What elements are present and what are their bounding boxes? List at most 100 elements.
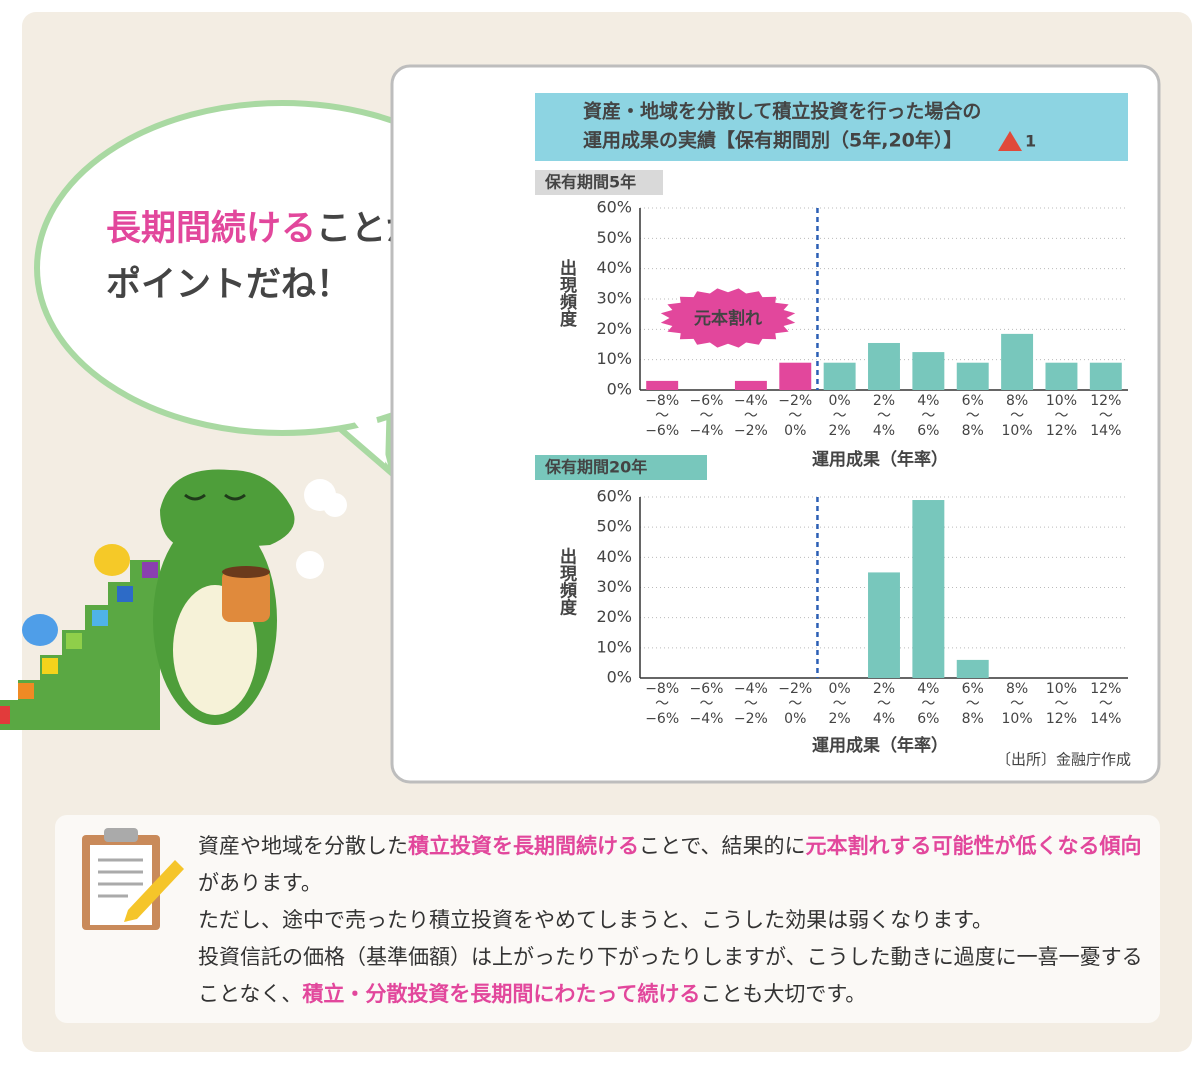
x-tick-label-box: −6% 〜 −4% — [689, 682, 724, 727]
x-tick-label: 2% 〜 4% — [872, 682, 896, 727]
y-tick-label: 30% — [596, 577, 632, 596]
x-tick-label-box: −8% 〜 −6% — [645, 394, 680, 439]
x-tick-label: −4% 〜 −2% — [733, 394, 768, 439]
x-tick-label-box: 6% 〜 8% — [961, 394, 984, 439]
x-tick-label: 6% 〜 8% — [961, 394, 984, 439]
x-tick-label-box: 8% 〜 10% — [1001, 682, 1033, 727]
clipboard-icon — [82, 828, 184, 930]
note-text: 投資信託の価格（基準価額）は上がったり下がったりしますが、こうした動きに過度に一… — [198, 945, 1143, 1006]
annotation: 元本割れ — [694, 308, 762, 329]
note-text: ことも大切です。 — [700, 982, 867, 1006]
x-tick-label: 12% 〜 14% — [1090, 682, 1122, 727]
y-tick-label: 50% — [596, 228, 632, 247]
speech-line: 長期間続けることが — [106, 209, 421, 249]
x-tick-label-box: −8% 〜 −6% — [645, 682, 679, 727]
x-tick-label-box: 10% 〜 12% — [1045, 682, 1078, 727]
note-text: 元本割れする可能性が低くなる傾向 — [805, 834, 1142, 858]
x-tick-label: −2% 〜 0% — [778, 394, 813, 439]
note-text: があります。 — [198, 871, 322, 895]
y-tick-label: 40% — [596, 547, 632, 566]
note-paragraph: 資産や地域を分散した積立投資を長期間続けることで、結果的に元本割れする可能性が低… — [198, 828, 1143, 902]
x-tick-label: −2% 〜 0% — [778, 682, 813, 727]
x-tick-label-box: 4% 〜 6% — [917, 682, 939, 727]
y-axis-label: 出現頻度 — [556, 546, 578, 616]
y-tick-label: 20% — [596, 319, 632, 338]
warning-icon — [998, 131, 1022, 151]
bar — [1089, 362, 1122, 390]
note: 資産や地域を分散した積立投資を長期間続けることで、結果的に元本割れする可能性が低… — [198, 828, 1143, 1013]
source: 〔出所〕金融庁作成 — [996, 751, 1131, 769]
x-tick-label-box: 8% 〜 10% — [1001, 394, 1033, 439]
y-tick-label: 40% — [596, 258, 632, 277]
x-tick-label: −6% 〜 −4% — [689, 394, 724, 439]
x-tick-label-box: −4% 〜 −2% — [733, 682, 768, 727]
illustration — [0, 469, 347, 730]
subtitle: 保有期間20年 — [544, 458, 647, 477]
y-tick-label: 0% — [607, 668, 632, 687]
note-paragraph: 投資信託の価格（基準価額）は上がったり下がったりしますが、こうした動きに過度に一… — [198, 939, 1143, 1013]
note-text: 資産や地域を分散した — [198, 834, 408, 858]
x-tick-label-box: 4% 〜 6% — [917, 394, 940, 439]
speech-line: ポイントだね！ — [106, 264, 351, 305]
x-tick-label-box: 2% 〜 4% — [872, 682, 896, 727]
y-tick-label: 60% — [596, 487, 632, 506]
x-tick-label: 8% 〜 10% — [1001, 682, 1033, 727]
x-tick-label-box: 6% 〜 8% — [961, 682, 984, 727]
bar — [779, 362, 812, 390]
y-tick-label: 10% — [596, 349, 632, 368]
bar — [1001, 333, 1034, 390]
speech-text: 長期間続ける — [106, 209, 316, 249]
y-axis-label: 出現頻度 — [556, 258, 578, 328]
x-tick-label-box: 0% 〜 2% — [828, 682, 851, 727]
y-tick-label: 30% — [596, 289, 632, 308]
y-tick-label: 60% — [596, 198, 632, 217]
x-tick-label: 0% 〜 2% — [828, 394, 851, 439]
y-tick-label: 10% — [596, 637, 632, 656]
x-tick-label-box: −4% 〜 −2% — [733, 394, 768, 439]
bar — [646, 380, 679, 390]
x-tick-label: −6% 〜 −4% — [689, 682, 724, 727]
bar — [868, 342, 900, 390]
x-tick-label: 6% 〜 8% — [961, 682, 984, 727]
header-line: 運用成果の実績【保有期間別（5年,20年）】 — [583, 129, 962, 152]
y-tick-label: 0% — [607, 380, 632, 399]
bar — [956, 362, 989, 390]
subtitle: 保有期間5年 — [544, 173, 636, 192]
x-axis-label: 運用成果（年率） — [812, 449, 948, 470]
x-tick-label: 12% 〜 14% — [1090, 394, 1122, 439]
note-text: 積立・分散投資を長期間にわたって続ける — [302, 982, 701, 1006]
x-tick-label: −8% 〜 −6% — [645, 394, 680, 439]
header-line: 資産・地域を分散して積立投資を行った場合の — [583, 100, 981, 123]
bar — [734, 380, 767, 390]
x-axis-label: 運用成果（年率） — [812, 735, 948, 756]
y-tick-label: 50% — [596, 517, 632, 536]
note-paragraph: ただし、途中で売ったり積立投資をやめてしまうと、こうした効果は弱くなります。 — [198, 902, 1143, 939]
bar — [1045, 362, 1078, 390]
annotation-badge — [660, 288, 796, 348]
note-text: 積立投資を長期間続ける — [408, 834, 639, 858]
bar — [912, 352, 945, 390]
note-text: ただし、途中で売ったり積立投資をやめてしまうと、こうした効果は弱くなります。 — [198, 908, 994, 932]
x-tick-label: −4% 〜 −2% — [733, 682, 768, 727]
note-marker: 1 — [1025, 132, 1036, 151]
note-box — [55, 815, 1160, 1023]
chart-panel — [390, 64, 1161, 784]
x-tick-label-box: −2% 〜 0% — [778, 394, 813, 439]
x-tick-label: 0% 〜 2% — [828, 682, 851, 727]
x-tick-label: 2% 〜 4% — [872, 394, 896, 439]
bar — [868, 572, 900, 678]
x-tick-label-box: 2% 〜 4% — [872, 394, 896, 439]
x-tick-label-box: 12% 〜 14% — [1090, 682, 1122, 727]
bar — [823, 362, 856, 390]
subtitle-tag — [535, 455, 707, 480]
x-tick-label-box: 12% 〜 14% — [1090, 394, 1122, 439]
x-tick-label: 4% 〜 6% — [917, 394, 940, 439]
subtitle-tag — [535, 170, 663, 195]
y-tick-label: 20% — [596, 607, 632, 626]
x-tick-label-box: −2% 〜 0% — [778, 682, 813, 727]
x-tick-label: 8% 〜 10% — [1001, 394, 1033, 439]
x-tick-label: 10% 〜 12% — [1045, 394, 1078, 439]
x-tick-label: 10% 〜 12% — [1045, 682, 1078, 727]
x-tick-label-box: −6% 〜 −4% — [689, 394, 724, 439]
